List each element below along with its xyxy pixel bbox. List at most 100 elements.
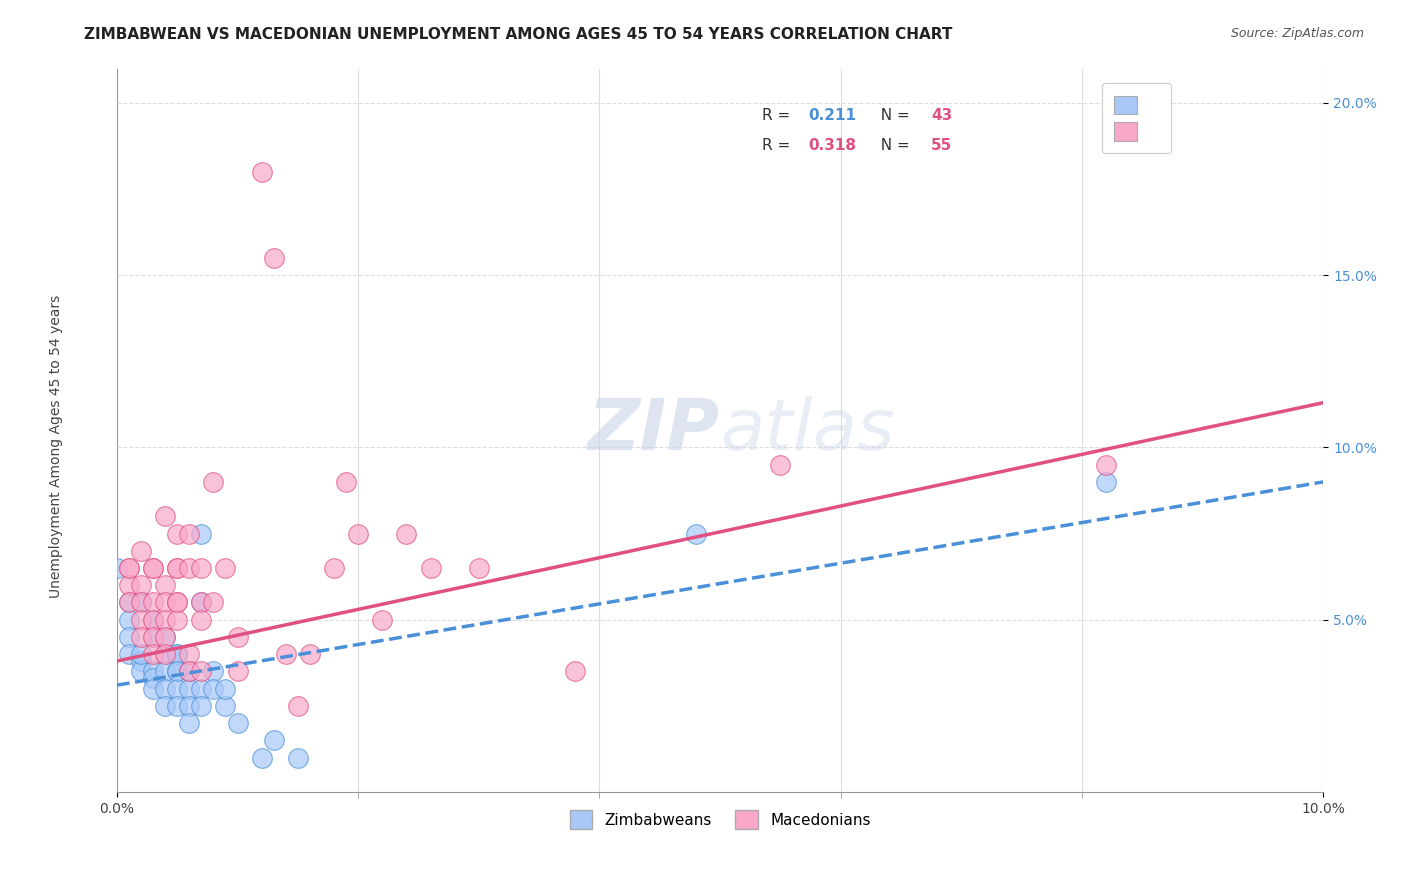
- Point: [1095, 475, 1118, 489]
- Text: 43: 43: [931, 108, 952, 123]
- Text: atlas: atlas: [720, 396, 894, 465]
- Point: [190, 613, 212, 627]
- Point: [179, 716, 201, 731]
- Point: [468, 561, 491, 575]
- Point: [190, 595, 212, 609]
- Point: [153, 578, 176, 592]
- Point: [179, 647, 201, 661]
- Point: [142, 671, 165, 685]
- Text: 0.211: 0.211: [808, 108, 856, 123]
- Point: [166, 595, 188, 609]
- Point: [118, 647, 141, 661]
- Point: [190, 561, 212, 575]
- Point: [153, 647, 176, 661]
- Point: [142, 561, 165, 575]
- Point: [153, 595, 176, 609]
- Text: Source: ZipAtlas.com: Source: ZipAtlas.com: [1230, 27, 1364, 40]
- Point: [298, 647, 321, 661]
- Legend: Zimbabweans, Macedonians: Zimbabweans, Macedonians: [564, 804, 877, 835]
- Point: [202, 665, 225, 679]
- Point: [118, 613, 141, 627]
- Point: [142, 630, 165, 644]
- Text: ZIMBABWEAN VS MACEDONIAN UNEMPLOYMENT AMONG AGES 45 TO 54 YEARS CORRELATION CHAR: ZIMBABWEAN VS MACEDONIAN UNEMPLOYMENT AM…: [84, 27, 953, 42]
- Point: [105, 561, 128, 575]
- Point: [263, 251, 285, 265]
- Point: [153, 681, 176, 696]
- Point: [179, 665, 201, 679]
- Point: [129, 647, 152, 661]
- Point: [179, 698, 201, 713]
- Point: [166, 526, 188, 541]
- Point: [179, 681, 201, 696]
- Point: [685, 526, 707, 541]
- Text: Unemployment Among Ages 45 to 54 years: Unemployment Among Ages 45 to 54 years: [49, 294, 63, 598]
- Point: [226, 630, 249, 644]
- Point: [166, 561, 188, 575]
- Point: [142, 630, 165, 644]
- Point: [769, 458, 792, 472]
- Point: [118, 595, 141, 609]
- Point: [142, 595, 165, 609]
- Point: [118, 630, 141, 644]
- Point: [129, 544, 152, 558]
- Point: [142, 561, 165, 575]
- Point: [190, 595, 212, 609]
- Point: [214, 561, 236, 575]
- Point: [142, 647, 165, 661]
- Point: [395, 526, 418, 541]
- Point: [226, 716, 249, 731]
- Point: [118, 578, 141, 592]
- Point: [190, 698, 212, 713]
- Point: [1095, 458, 1118, 472]
- Point: [287, 750, 309, 764]
- Point: [153, 630, 176, 644]
- Point: [179, 665, 201, 679]
- Point: [214, 681, 236, 696]
- Point: [287, 698, 309, 713]
- Point: [190, 665, 212, 679]
- Point: [153, 613, 176, 627]
- Text: N =: N =: [870, 108, 914, 123]
- Point: [179, 526, 201, 541]
- Point: [129, 665, 152, 679]
- Point: [142, 613, 165, 627]
- Point: [564, 665, 586, 679]
- Point: [250, 750, 273, 764]
- Point: [166, 665, 188, 679]
- Point: [190, 526, 212, 541]
- Point: [142, 665, 165, 679]
- Point: [153, 665, 176, 679]
- Point: [202, 681, 225, 696]
- Point: [250, 165, 273, 179]
- Point: [153, 698, 176, 713]
- Point: [129, 595, 152, 609]
- Point: [166, 561, 188, 575]
- Point: [179, 561, 201, 575]
- Point: [166, 647, 188, 661]
- Point: [118, 595, 141, 609]
- Point: [166, 613, 188, 627]
- Point: [129, 654, 152, 668]
- Point: [129, 630, 152, 644]
- Point: [166, 665, 188, 679]
- Point: [166, 681, 188, 696]
- Point: [323, 561, 346, 575]
- Point: [142, 681, 165, 696]
- Point: [202, 475, 225, 489]
- Point: [142, 613, 165, 627]
- Point: [419, 561, 441, 575]
- Point: [166, 698, 188, 713]
- Point: [335, 475, 357, 489]
- Text: R =: R =: [762, 108, 796, 123]
- Point: [347, 526, 370, 541]
- Point: [118, 561, 141, 575]
- Point: [226, 665, 249, 679]
- Text: 0.318: 0.318: [808, 138, 856, 153]
- Point: [129, 578, 152, 592]
- Point: [214, 698, 236, 713]
- Point: [153, 647, 176, 661]
- Point: [274, 647, 297, 661]
- Point: [166, 647, 188, 661]
- Point: [129, 613, 152, 627]
- Point: [263, 733, 285, 747]
